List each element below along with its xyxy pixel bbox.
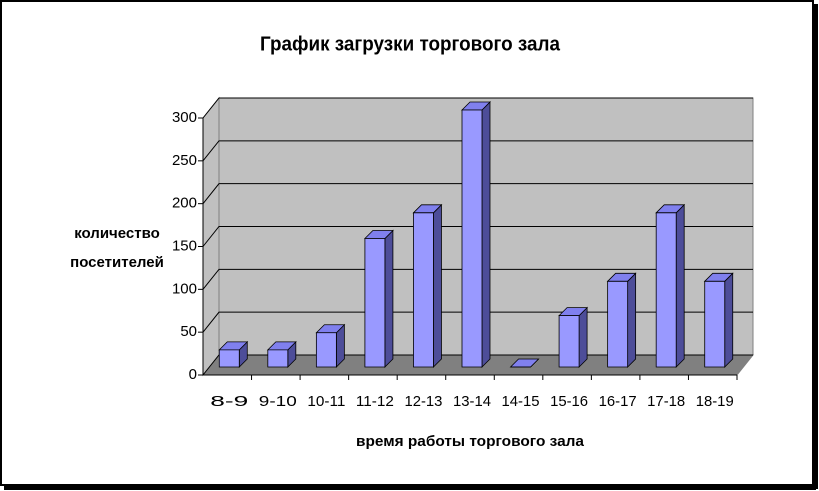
- bar-front: [655, 212, 677, 368]
- x-tick-label: 12-13: [404, 393, 442, 410]
- bar-side: [578, 306, 588, 368]
- y-axis-title: количество: [74, 225, 160, 242]
- grid-line: [202, 268, 753, 290]
- bar-side: [724, 272, 734, 368]
- bar: [412, 203, 443, 368]
- bar-side: [481, 101, 491, 368]
- bar: [655, 203, 686, 368]
- x-tick-label: 14-15: [502, 393, 540, 410]
- bar-front: [364, 238, 386, 368]
- y-tick-label: 250: [172, 152, 197, 169]
- bar: [606, 272, 637, 368]
- bar-front: [704, 280, 726, 368]
- x-tick-label: 10-11: [307, 393, 345, 410]
- grid-line: [202, 183, 753, 204]
- bar-side: [675, 203, 685, 368]
- bar: [461, 101, 491, 368]
- bar-front: [267, 349, 289, 368]
- bar-side: [384, 229, 394, 368]
- bar-side: [627, 272, 637, 368]
- x-tick-label: 16-17: [599, 393, 637, 410]
- bar: [218, 340, 249, 368]
- x-tick-label: 8-9: [210, 393, 248, 410]
- bar-front: [413, 212, 434, 368]
- x-tick-label: 9-10: [259, 393, 297, 410]
- bar: [315, 323, 346, 368]
- bar: [509, 358, 540, 368]
- y-tick-label: 0: [189, 366, 197, 383]
- y-tick-label: 50: [180, 323, 197, 340]
- chart-title: График загрузки торгового зала: [260, 33, 561, 55]
- x-tick-label: 18-19: [696, 393, 734, 410]
- bar-front: [607, 280, 629, 368]
- bar-front: [218, 349, 240, 368]
- grid-line: [202, 140, 753, 162]
- bar-front: [461, 109, 483, 368]
- x-tick-label: 17-18: [647, 393, 685, 410]
- bar: [558, 306, 589, 368]
- bar: [266, 340, 297, 368]
- y-tick-label: 200: [172, 195, 197, 212]
- y-tick-label: 100: [172, 280, 197, 297]
- grid-line: [202, 97, 753, 119]
- bar: [703, 272, 734, 368]
- x-tick-label: 11-12: [356, 393, 394, 410]
- x-tick-label: 15-16: [550, 393, 588, 410]
- y-axis-title: посетителей: [70, 254, 164, 271]
- y-tick-label: 300: [172, 109, 197, 126]
- bar-front: [558, 315, 580, 368]
- x-tick-label: 13-14: [453, 393, 491, 410]
- bar-side: [433, 203, 442, 368]
- y-tick-label: 150: [172, 237, 197, 254]
- bar-front: [315, 332, 337, 368]
- grid-line: [202, 226, 753, 247]
- bar: [363, 229, 394, 368]
- x-axis-title: время работы торгового зала: [356, 433, 585, 450]
